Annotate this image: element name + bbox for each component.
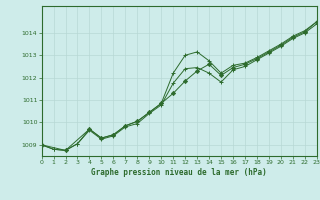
X-axis label: Graphe pression niveau de la mer (hPa): Graphe pression niveau de la mer (hPa) <box>91 168 267 177</box>
